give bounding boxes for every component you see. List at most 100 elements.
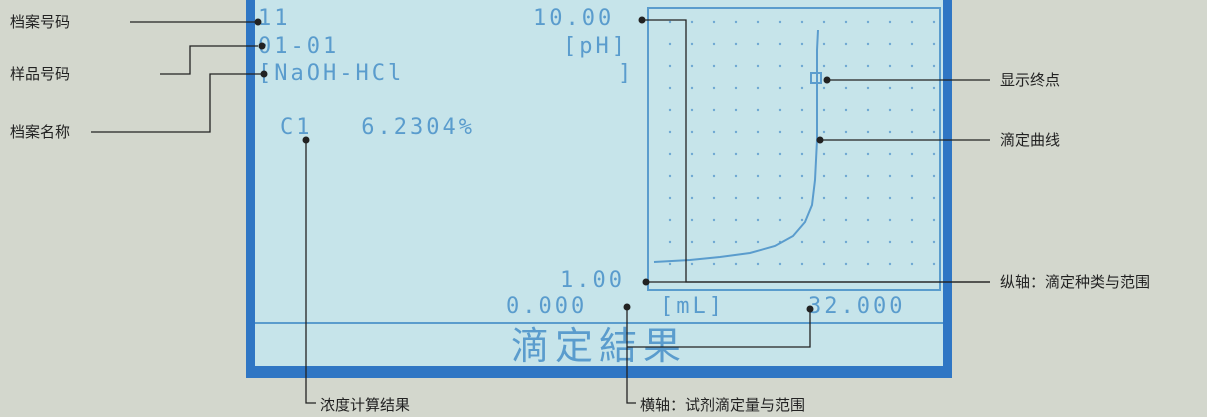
grid-dot — [756, 130, 760, 134]
grid-dot — [756, 152, 760, 156]
grid-dot — [800, 262, 804, 266]
grid-dot — [932, 42, 936, 46]
grid-dot — [778, 20, 782, 24]
lcd-x-min: 0.000 — [506, 294, 588, 319]
grid-dot — [844, 130, 848, 134]
grid-dot — [778, 196, 782, 200]
grid-dot — [800, 218, 804, 222]
grid-dot — [690, 152, 694, 156]
grid-dot — [932, 86, 936, 90]
grid-dot — [888, 20, 892, 24]
grid-dot — [866, 108, 870, 112]
grid-dot — [800, 240, 804, 244]
grid-dot — [866, 218, 870, 222]
grid-dot — [756, 20, 760, 24]
grid-dot — [800, 174, 804, 178]
leader-dot-concentration — [302, 136, 310, 144]
label-y-axis: 纵轴：滴定种类与范围 — [1000, 273, 1151, 291]
grid-dot — [712, 42, 716, 46]
grid-dot — [800, 108, 804, 112]
lcd-y-max: 10.00 — [533, 6, 615, 31]
grid-dot — [910, 20, 914, 24]
grid-dot — [866, 196, 870, 200]
grid-dot — [800, 130, 804, 134]
grid-dot — [822, 108, 826, 112]
grid-dot — [690, 174, 694, 178]
grid-dot — [822, 174, 826, 178]
grid-dot — [778, 86, 782, 90]
grid-dot — [668, 64, 672, 68]
grid-dot — [910, 86, 914, 90]
grid-dot — [778, 64, 782, 68]
grid-dot — [712, 262, 716, 266]
grid-dot — [712, 240, 716, 244]
grid-dot — [844, 108, 848, 112]
lcd-file-number: 11 — [258, 6, 291, 31]
grid-dot — [910, 64, 914, 68]
grid-dot — [910, 42, 914, 46]
grid-dot — [756, 218, 760, 222]
grid-dot — [712, 130, 716, 134]
grid-dot — [822, 196, 826, 200]
grid-dot — [712, 108, 716, 112]
grid-dot — [844, 196, 848, 200]
grid-dot — [800, 42, 804, 46]
grid-dot — [712, 218, 716, 222]
grid-dot — [668, 130, 672, 134]
grid-dot — [778, 152, 782, 156]
leader-dot-y-bottom — [642, 278, 650, 286]
grid-dot — [690, 108, 694, 112]
grid-dot — [888, 86, 892, 90]
grid-dot — [734, 262, 738, 266]
grid-dot — [888, 130, 892, 134]
grid-dot — [844, 174, 848, 178]
grid-dot — [800, 86, 804, 90]
lcd-x-max: 32.000 — [808, 294, 906, 319]
grid-dot — [734, 240, 738, 244]
grid-dot — [734, 218, 738, 222]
grid-dot — [800, 20, 804, 24]
graph-dot-grid — [668, 20, 936, 266]
grid-dot — [778, 108, 782, 112]
grid-dot — [844, 42, 848, 46]
grid-dot — [910, 174, 914, 178]
grid-dot — [932, 174, 936, 178]
grid-dot — [822, 262, 826, 266]
grid-dot — [690, 240, 694, 244]
grid-dot — [712, 152, 716, 156]
grid-dot — [910, 108, 914, 112]
grid-dot — [866, 262, 870, 266]
lcd-y-unit: [pH] — [563, 34, 628, 59]
grid-dot — [778, 174, 782, 178]
grid-dot — [888, 174, 892, 178]
grid-dot — [888, 108, 892, 112]
grid-dot — [888, 152, 892, 156]
grid-dot — [800, 152, 804, 156]
grid-dot — [932, 262, 936, 266]
grid-dot — [778, 218, 782, 222]
grid-dot — [822, 130, 826, 134]
grid-dot — [844, 20, 848, 24]
grid-dot — [888, 42, 892, 46]
leader-dot-curve — [816, 136, 824, 144]
lcd-screen — [255, 0, 943, 366]
grid-dot — [932, 64, 936, 68]
grid-dot — [932, 218, 936, 222]
grid-dot — [668, 108, 672, 112]
grid-dot — [888, 218, 892, 222]
lcd-x-unit: [mL] — [660, 294, 725, 319]
leader-dot-y-top — [638, 16, 646, 24]
titration-curve — [653, 29, 819, 263]
grid-dot — [932, 20, 936, 24]
leader-dot-file-number — [254, 18, 262, 26]
grid-dot — [668, 240, 672, 244]
lcd-title: 滴定結果 — [255, 322, 943, 368]
grid-dot — [712, 86, 716, 90]
lcd-file-name: [NaOH-HCl — [258, 61, 405, 86]
grid-dot — [866, 20, 870, 24]
grid-dot — [932, 130, 936, 134]
grid-dot — [712, 196, 716, 200]
lcd-sample-number: 01-01 — [258, 34, 340, 59]
grid-dot — [932, 152, 936, 156]
grid-dot — [866, 64, 870, 68]
